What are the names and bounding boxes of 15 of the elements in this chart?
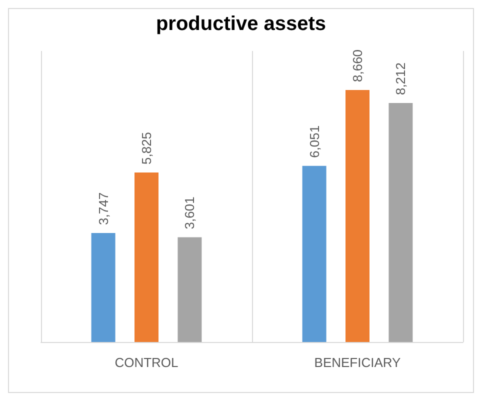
data-label: 8,212	[393, 62, 408, 96]
bar	[302, 166, 326, 342]
bar	[91, 232, 116, 342]
bar	[134, 172, 158, 342]
data-label: 5,825	[139, 132, 154, 164]
bar	[178, 237, 202, 342]
data-label: 8,660	[350, 49, 365, 82]
chart-title: productive assets	[156, 13, 326, 35]
data-label: 3,601	[182, 196, 198, 230]
data-label: 6,051	[306, 125, 322, 158]
data-label: 3,747	[96, 192, 111, 225]
bar	[388, 103, 413, 342]
x-tick-label: BENEFICIARY	[314, 355, 402, 370]
bar	[346, 90, 370, 342]
x-tick-label: CONTROL	[114, 355, 178, 370]
